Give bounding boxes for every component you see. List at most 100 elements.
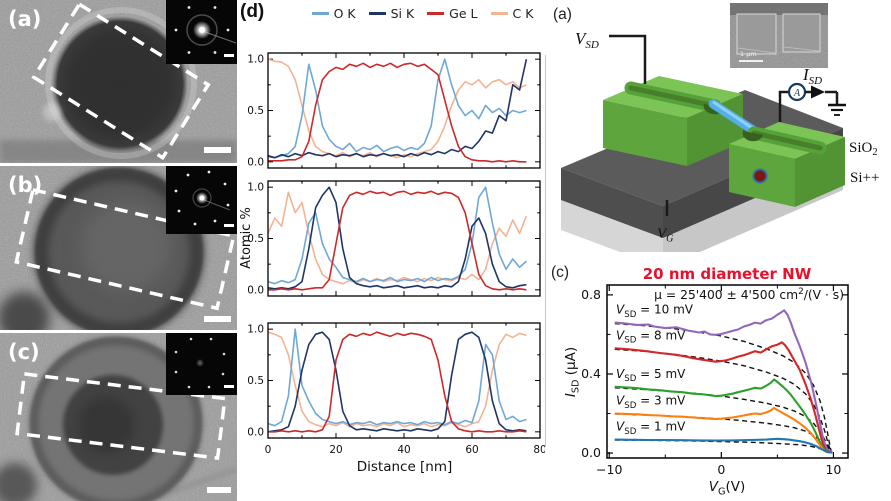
tem-panel-label-a: (a) — [8, 7, 41, 31]
scale-bar-c — [207, 487, 231, 493]
y-tick-label: 1.0 — [247, 54, 264, 66]
inset-scale-bar-b — [224, 224, 234, 227]
drain-contact — [729, 122, 845, 207]
x-tick-label: 0 — [265, 444, 272, 456]
eds-curve-si-k — [267, 331, 527, 433]
eds-profiles-chart: 0.0 0.5 1.0 0.0 0.5 1.0 0.0 0.5 1.0 0 20 40 60 80 — [247, 52, 545, 456]
vg-label: VG — [657, 226, 673, 245]
curve-label-seg: V — [616, 420, 625, 434]
x-tick-label: 80 — [533, 444, 545, 456]
eds-curve-o-k — [267, 58, 527, 159]
eds-curve-ge-l — [268, 190, 527, 291]
sipp-label: Si++ — [850, 170, 879, 186]
scale-bar-a — [204, 147, 231, 153]
curve-label: VSD = 8 mV — [616, 328, 686, 345]
mobility-annotation-seg: /(V · s) — [804, 288, 844, 302]
y-tick-label: 0.4 — [581, 366, 601, 381]
y-tick-label: 0.0 — [247, 284, 264, 296]
y-tick-label: 1.0 — [247, 182, 264, 194]
y-tick-label: 0.8 — [581, 287, 601, 302]
scan-region-box-b — [14, 187, 236, 311]
device-schematic: VSD A ISD SiO2 Si++ VG — [561, 3, 879, 252]
y-tick-label: 1.0 — [247, 324, 264, 336]
tem-b-inner-light — [81, 201, 171, 291]
transfer-curve — [614, 437, 833, 454]
tem-c-core-dark — [78, 397, 134, 453]
scale-bar-b — [204, 316, 231, 322]
sio2-label: SiO2 — [849, 140, 878, 158]
eds-curve-ge-l — [268, 62, 527, 163]
curve-label-seg: SD — [624, 310, 636, 320]
curve-label: VSD = 1 mV — [616, 420, 686, 437]
transfer-curve — [614, 378, 830, 454]
inset-scale-bar-a — [224, 54, 234, 57]
scan-region-box-a — [31, 1, 211, 161]
transfer-curve — [614, 309, 833, 453]
legend-label: Si K — [390, 6, 415, 21]
curve-label-seg: = 5 mV — [636, 367, 686, 381]
vsd-label: VSD — [575, 29, 599, 51]
x-tick-label: 0 — [717, 462, 725, 477]
tem-a-bright-spot — [43, 103, 61, 121]
curve-label-seg: SD — [624, 401, 636, 411]
current-arrow-icon — [811, 85, 825, 99]
schematic-panel-label: (a) — [553, 6, 572, 23]
eds-x-axis-label: Distance [nm] — [356, 459, 453, 475]
nanowire-cross-section-marker — [752, 168, 768, 184]
sem-contact-left — [736, 13, 777, 55]
eds-legend: O K Si K Ge L C K — [300, 6, 545, 21]
legend-label: O K — [333, 6, 356, 21]
curve-label-seg: SD — [624, 336, 636, 346]
transfer-panel-label: (c) — [551, 264, 570, 281]
figure-divider — [545, 55, 546, 447]
tem-image-c: (c) — [0, 333, 237, 501]
eds-curve-c-k — [267, 191, 528, 285]
y-tick-label: 0.5 — [247, 375, 264, 387]
fit-curve — [614, 348, 833, 454]
eds-curve-o-k — [267, 328, 527, 427]
inset-scale-bar-c — [224, 385, 234, 388]
y-tick-label: 0.0 — [247, 426, 264, 438]
eds-y-axis-label: Atomic % — [239, 207, 254, 269]
x-tick-label: 10 — [825, 462, 841, 477]
y-tick-label: 0.0 — [581, 445, 601, 460]
fit-curve — [614, 322, 833, 454]
sem-contact-right — [782, 13, 821, 53]
curve-label-seg: SD — [624, 427, 636, 437]
eds-panel-label: (d) — [240, 1, 265, 22]
eds-curve-ge-l — [268, 331, 527, 433]
diffraction-inset-a — [166, 0, 237, 64]
tem-panel-label-c: (c) — [8, 340, 40, 364]
curve-label-seg: = 3 mV — [636, 394, 686, 408]
legend-item-ge-l: Ge L — [427, 6, 478, 21]
vsd-wire — [609, 34, 647, 84]
isd-circuit — [778, 82, 846, 122]
y-tick-label: 0.5 — [247, 105, 264, 117]
tem-image-b: (b) — [0, 166, 237, 330]
groove-notch-right — [742, 131, 763, 142]
curve-label-seg: V — [616, 328, 625, 342]
curve-label-seg: = 8 mV — [636, 328, 686, 342]
legend-line-icon — [311, 12, 329, 15]
legend-line-icon — [368, 12, 386, 15]
x-tick-label: 60 — [465, 444, 478, 456]
transfer-title: 20 nm diameter NW — [642, 265, 812, 283]
eds-curve-c-k — [267, 331, 527, 428]
mobility-annotation-seg: μ = 25'400 ± 4'500 cm — [654, 288, 798, 302]
transfer-x-axis-label: VG(V) — [708, 479, 746, 498]
legend-item-si-k: Si K — [368, 6, 415, 21]
curve-label-seg: V — [616, 394, 625, 408]
ground-icon — [828, 103, 846, 116]
nanowire — [708, 99, 758, 135]
tem-image-a: (a) — [0, 0, 237, 163]
curve-label: VSD = 3 mV — [616, 394, 686, 411]
curve-label-seg: = 10 mV — [636, 303, 693, 317]
curve-label-seg: SD — [624, 374, 636, 384]
mobility-annotation: μ = 25'400 ± 4'500 cm2/(V · s) — [654, 287, 844, 302]
tem-a-halo — [45, 7, 197, 159]
diffraction-inset-b — [166, 166, 237, 234]
plot-frame — [267, 322, 541, 439]
sem-scale-label: 1 μm — [740, 50, 757, 58]
tem-panel-label-b: (b) — [8, 173, 42, 197]
